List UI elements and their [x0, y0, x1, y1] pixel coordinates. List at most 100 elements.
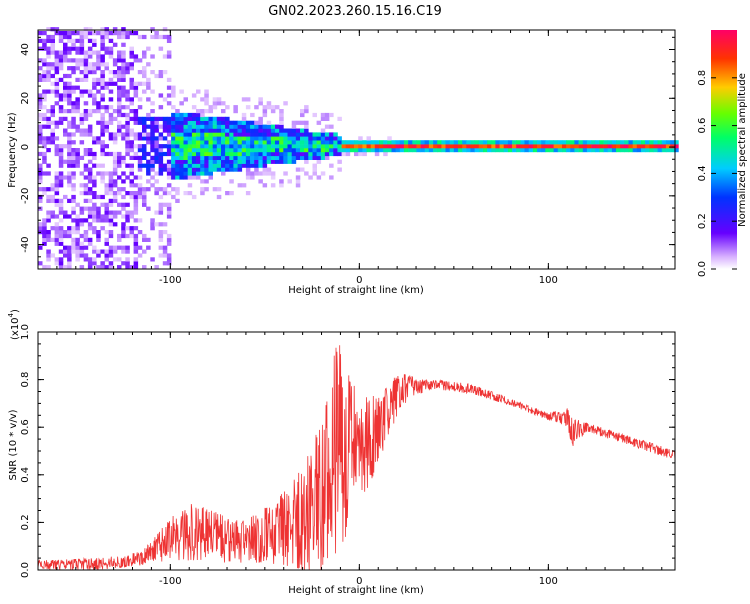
heatmap-cell [54, 136, 60, 141]
heatmap-cell [96, 62, 101, 67]
heatmap-cell [142, 148, 147, 153]
snr-series-line [37, 345, 676, 571]
heatmap-cell [83, 58, 89, 63]
heatmap-cell [537, 140, 542, 145]
heatmap-cell [71, 183, 76, 188]
heatmap-cell [366, 144, 371, 149]
heatmap-cell [129, 97, 134, 102]
heatmap-cell [63, 58, 68, 63]
heatmap-cell [58, 77, 64, 82]
heatmap-cell [150, 54, 155, 59]
heatmap-cell [295, 167, 301, 172]
heatmap-cell [38, 58, 43, 63]
y-tick-label: 0.4 [20, 467, 31, 483]
heatmap-cell [100, 116, 105, 121]
heatmap-cell [75, 237, 80, 242]
heatmap-cell [312, 144, 317, 149]
heatmap-cell [42, 116, 47, 121]
heatmap-cell [67, 230, 72, 235]
heatmap-cell [42, 31, 47, 36]
heatmap-cell [312, 155, 317, 160]
heatmap-cell [196, 89, 201, 94]
heatmap-cell [83, 66, 89, 71]
heatmap-cell [295, 179, 301, 184]
colorbar-tick-label: 0.4 [697, 165, 708, 181]
heatmap-cell [133, 155, 139, 160]
heatmap-cell [142, 198, 147, 203]
heatmap-cell [345, 151, 351, 157]
heatmap-cell [50, 109, 55, 114]
heatmap-cell [58, 249, 64, 254]
heatmap-cell [79, 222, 85, 227]
heatmap-cell [670, 140, 675, 145]
heatmap-cell [320, 144, 326, 149]
heatmap-cell [212, 132, 218, 137]
heatmap-cell [54, 241, 60, 246]
heatmap-cell [50, 112, 55, 118]
heatmap-cell [345, 148, 351, 153]
heatmap-cell [175, 136, 180, 141]
heatmap-cell [283, 144, 288, 149]
heatmap-cell [200, 132, 205, 137]
heatmap-cell [162, 34, 168, 40]
heatmap-cell [566, 140, 571, 145]
heatmap-cell [92, 214, 97, 219]
heatmap-cell [316, 155, 322, 160]
heatmap-cell [237, 167, 243, 172]
heatmap-cell [312, 151, 317, 157]
heatmap-cell [270, 144, 276, 149]
heatmap-cell [150, 116, 155, 121]
heatmap-cell [79, 89, 85, 94]
heatmap-cell [603, 140, 609, 145]
heatmap-cell [46, 54, 51, 59]
heatmap-cell [92, 194, 97, 200]
y-tick-label: 20 [20, 92, 31, 105]
heatmap-cell [154, 210, 159, 215]
heatmap-cell [262, 183, 268, 188]
heatmap-cell [295, 151, 301, 157]
heatmap-cell [67, 249, 72, 254]
heatmap-cell [146, 97, 151, 102]
heatmap-cell [67, 66, 72, 71]
heatmap-cell [71, 210, 76, 215]
heatmap-cell [320, 132, 326, 137]
heatmap-cell [75, 66, 80, 71]
heatmap-cell [79, 249, 85, 254]
heatmap-cell [162, 202, 168, 207]
heatmap-cell [79, 42, 85, 47]
heatmap-cell [624, 144, 629, 149]
heatmap-cell [67, 171, 72, 176]
heatmap-cell [175, 159, 180, 164]
heatmap-cell [304, 155, 309, 160]
heatmap-cell [320, 171, 326, 176]
heatmap-cell [42, 144, 47, 149]
heatmap-cell [320, 140, 326, 145]
heatmap-cell [112, 245, 118, 250]
heatmap-cell [146, 151, 151, 157]
heatmap-cell [108, 132, 114, 137]
heatmap-cell [166, 34, 172, 40]
heatmap-cell [75, 163, 80, 168]
heatmap-cell [295, 132, 301, 137]
heatmap-cell [129, 109, 134, 114]
heatmap-cell [520, 140, 525, 145]
heatmap-cell [241, 151, 247, 157]
heatmap-cell [112, 171, 118, 176]
heatmap-cell [537, 148, 542, 153]
heatmap-cell [117, 93, 122, 98]
heatmap-cell [225, 105, 230, 110]
heatmap-cell [162, 70, 168, 75]
heatmap-cell [100, 179, 105, 184]
snr-y-label: SNR (10 * v/v) [8, 409, 19, 480]
heatmap-cell [221, 159, 226, 164]
heatmap-cell [300, 120, 305, 125]
heatmap-cell [46, 233, 51, 239]
heatmap-cell [316, 151, 322, 157]
heatmap-cell [191, 159, 197, 164]
heatmap-cell [150, 175, 155, 180]
heatmap-cell [104, 151, 109, 157]
heatmap-cell [67, 226, 72, 231]
heatmap-cell [79, 112, 85, 118]
heatmap-cell [121, 73, 126, 79]
heatmap-cell [133, 112, 139, 118]
